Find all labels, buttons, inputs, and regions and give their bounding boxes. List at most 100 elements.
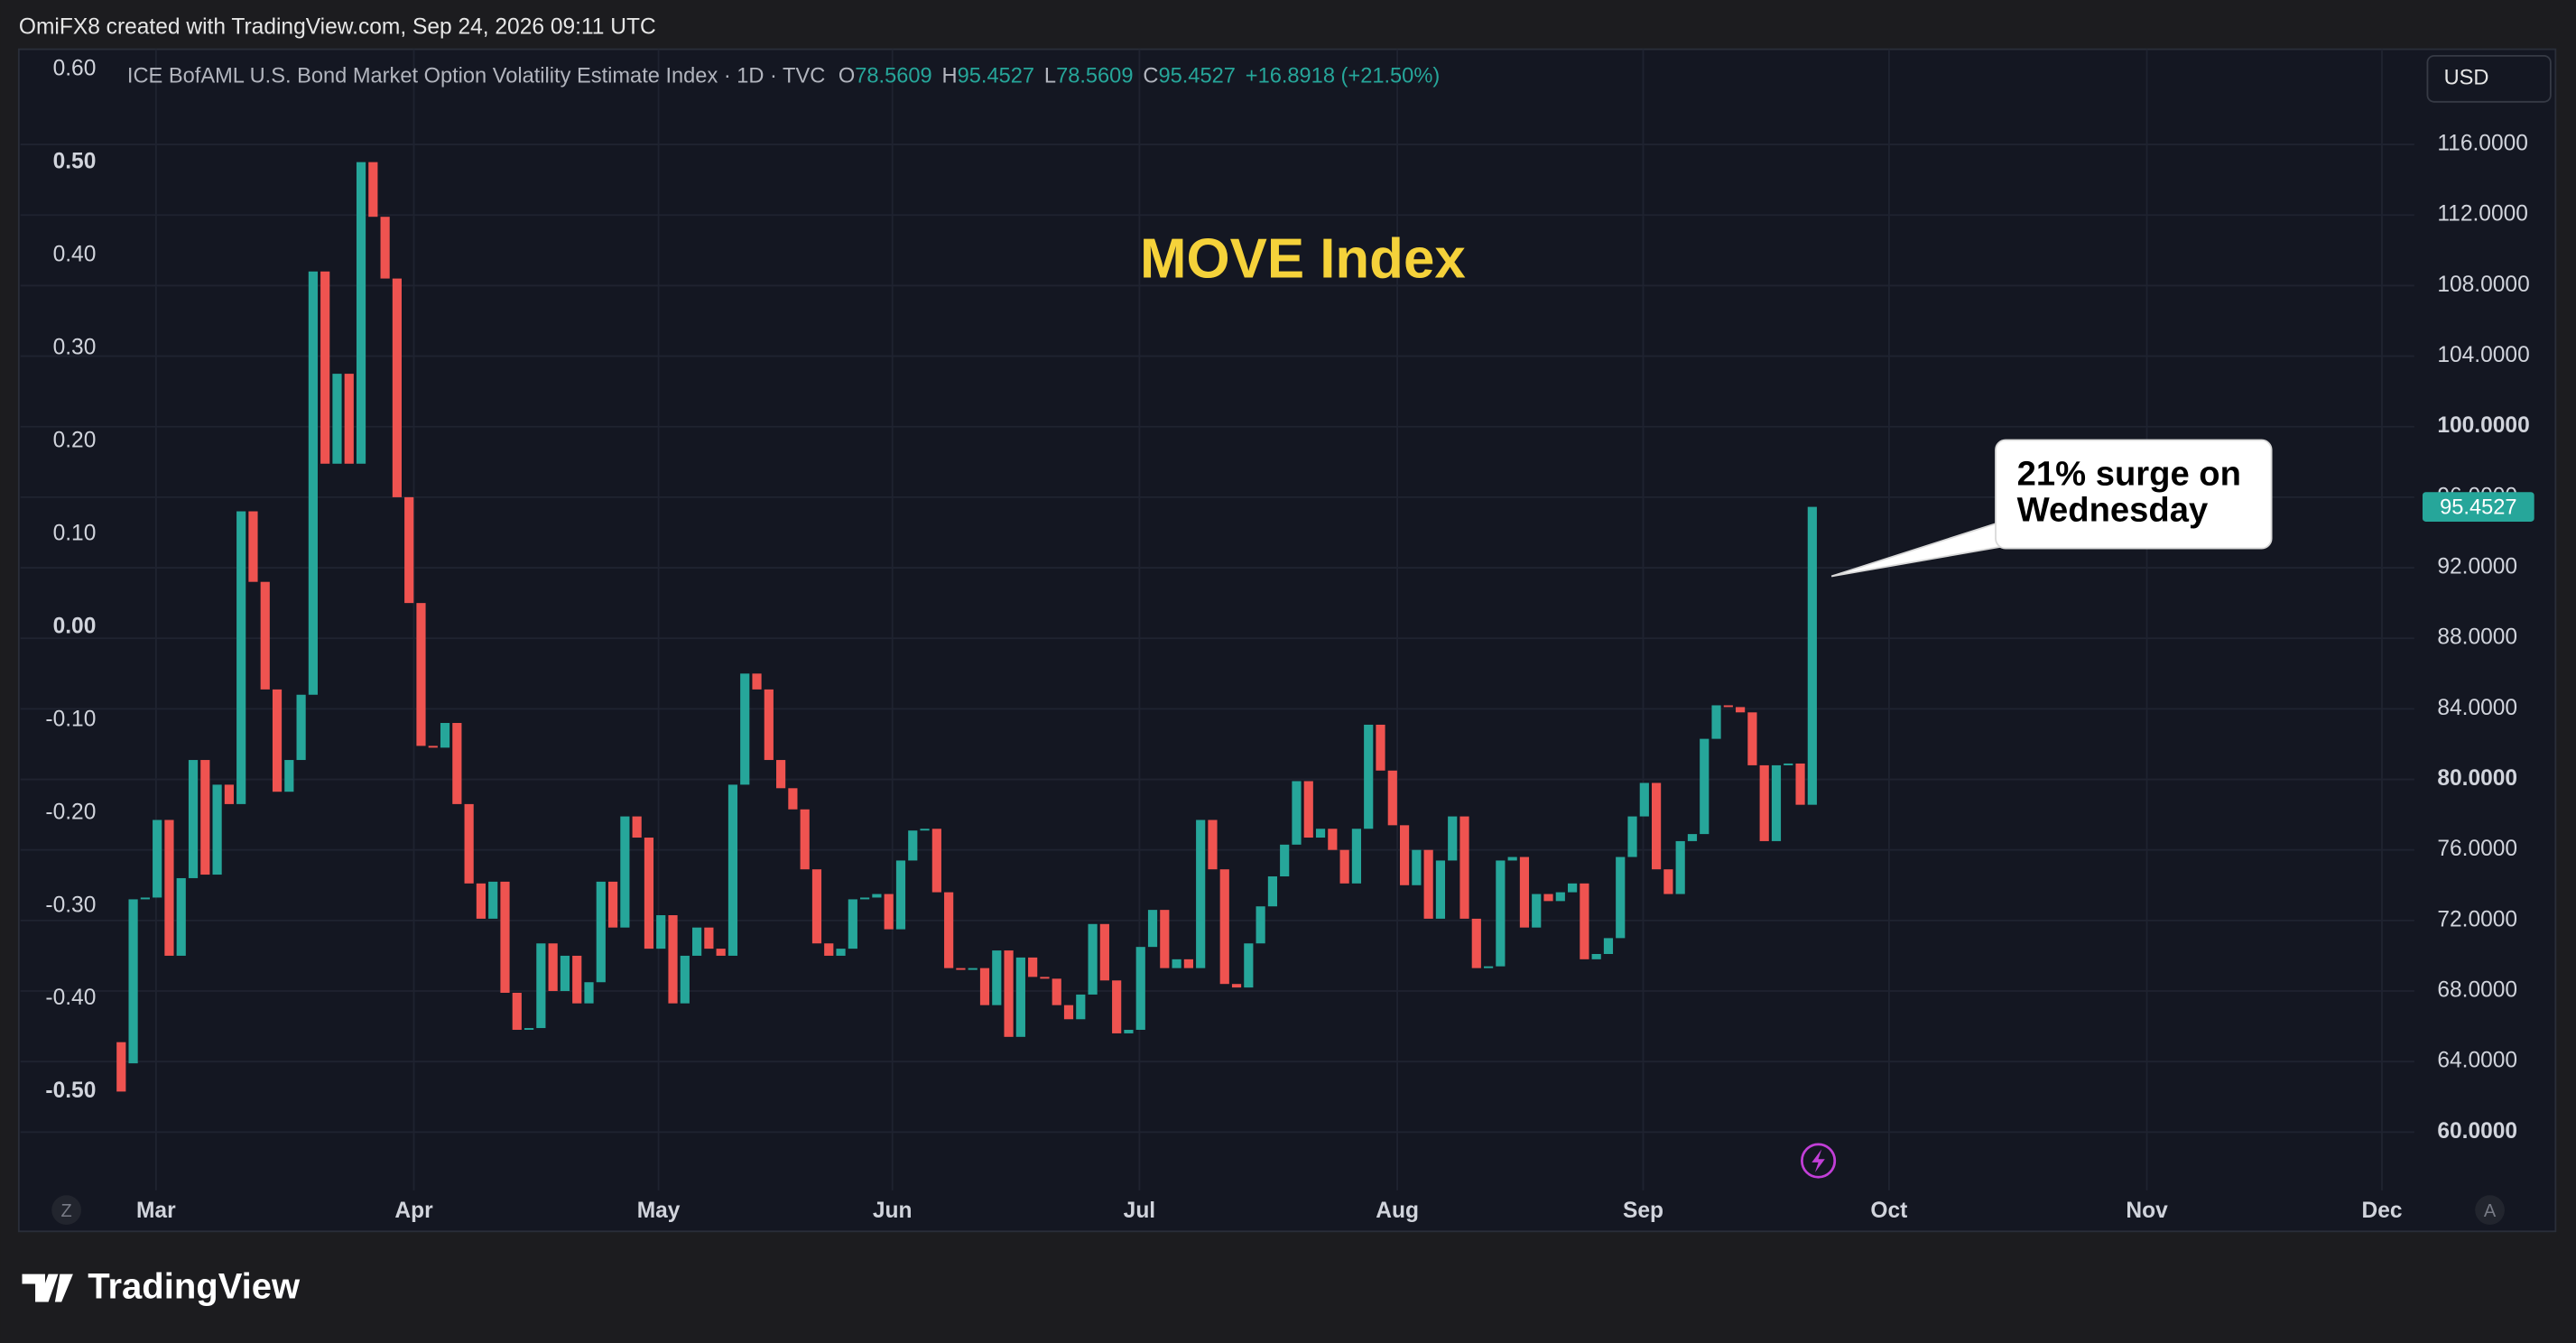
candle-body xyxy=(908,830,918,861)
y-tick-label: 60.0000 xyxy=(2437,1119,2517,1144)
logo-icon xyxy=(22,1274,73,1302)
chart-panel xyxy=(17,48,2557,1233)
candle-body xyxy=(1256,906,1265,944)
y-tick-label: 104.0000 xyxy=(2437,343,2529,367)
ohlc-label: L xyxy=(1044,65,1056,88)
candle-body xyxy=(1351,829,1362,884)
candle-body xyxy=(128,899,138,1064)
candle-body xyxy=(1328,829,1338,850)
candle-body xyxy=(1412,849,1422,885)
annotation: Wednesday xyxy=(2017,491,2209,530)
y2-tick-label: -0.30 xyxy=(45,893,96,917)
ohlc-value: 78.5609 xyxy=(855,65,931,88)
candle-body xyxy=(464,803,474,884)
y2-tick-label: -0.50 xyxy=(45,1079,96,1103)
candle-body xyxy=(895,860,906,930)
candle-body xyxy=(1627,816,1637,857)
y-tick-label: 72.0000 xyxy=(2437,907,2517,931)
candle-body xyxy=(380,217,390,279)
candle-body xyxy=(428,746,438,748)
candle-body xyxy=(1244,943,1254,988)
candle-body xyxy=(992,950,1002,1005)
candle-body xyxy=(872,894,882,898)
candle-body xyxy=(452,723,462,804)
currency-box[interactable] xyxy=(2426,54,2552,103)
candle-body xyxy=(1376,724,1385,771)
scale-button-label[interactable]: A xyxy=(2484,1201,2497,1221)
candle-body xyxy=(692,927,702,956)
x-tick-label: Dec xyxy=(2361,1199,2402,1223)
candle-body xyxy=(1747,712,1757,765)
change: +16.8918 (+21.50%) xyxy=(1246,65,1440,88)
candle-body xyxy=(884,894,894,930)
event-icon[interactable] xyxy=(1801,1143,1837,1179)
candle-body xyxy=(1267,876,1277,907)
candle-body xyxy=(1603,938,1614,954)
x-tick-label: Mar xyxy=(136,1199,176,1223)
price-label: 95.4527 xyxy=(2440,496,2516,520)
y-tick-label: 76.0000 xyxy=(2437,837,2517,861)
candle-body xyxy=(716,949,726,956)
candle-body xyxy=(1519,857,1530,928)
x-tick-label: May xyxy=(637,1199,681,1223)
candle-body xyxy=(188,760,199,878)
candle-body xyxy=(968,968,978,970)
candle-body xyxy=(956,968,966,970)
candle-body xyxy=(1339,849,1349,884)
candle-body xyxy=(1580,883,1589,959)
candle-body xyxy=(1567,883,1578,893)
candle-body xyxy=(1423,849,1433,919)
annotation: 21% surge on xyxy=(2017,455,2241,494)
y-tick-label: 100.0000 xyxy=(2437,413,2529,438)
candle-body xyxy=(1483,966,1494,968)
candle-body xyxy=(1807,506,1817,805)
candle-body xyxy=(1448,816,1458,861)
candle-body xyxy=(1700,738,1710,835)
x-tick-label: Sep xyxy=(1623,1199,1663,1223)
candle-body xyxy=(212,784,222,875)
scale-button[interactable] xyxy=(2475,1195,2505,1226)
scale-button[interactable] xyxy=(51,1195,81,1226)
candle-body xyxy=(476,883,486,919)
candle-body xyxy=(1759,764,1769,841)
y2-tick-label: 0.60 xyxy=(53,57,97,81)
y-tick-label: 84.0000 xyxy=(2437,696,2517,720)
candle-body xyxy=(1687,834,1698,841)
x-tick-label: Nov xyxy=(2126,1199,2168,1223)
currency[interactable]: USD xyxy=(2444,67,2489,90)
y-tick-label: 116.0000 xyxy=(2437,132,2528,156)
candle-body xyxy=(800,809,810,870)
candle-body xyxy=(332,374,342,464)
candle-body xyxy=(1292,781,1302,845)
candle-body xyxy=(1280,844,1290,877)
x-tick-label: Jul xyxy=(1124,1199,1155,1223)
candle-body xyxy=(1147,910,1158,948)
candle-body xyxy=(740,673,750,785)
candle-body xyxy=(1675,840,1685,894)
candle-body xyxy=(1591,953,1601,959)
y-tick-label: 68.0000 xyxy=(2437,978,2517,1003)
candle-body xyxy=(1639,783,1649,817)
labels: Mar Apr May Jun Jul Aug Sep Oct Nov Dec 60.0000 64.… xyxy=(45,57,2534,1223)
candle-body xyxy=(392,278,403,497)
candle-body xyxy=(1183,959,1193,968)
candle-body xyxy=(1459,816,1469,919)
candle-body xyxy=(236,511,246,804)
candle-body xyxy=(320,271,330,464)
candle-body xyxy=(656,914,666,949)
candle-body xyxy=(811,869,822,944)
candle-body xyxy=(860,897,870,900)
candles xyxy=(116,162,1817,1092)
scale-button-label[interactable]: Z xyxy=(61,1201,72,1221)
candle-body xyxy=(524,1028,534,1031)
y2-tick-label: 0.00 xyxy=(53,614,97,638)
candle-body xyxy=(560,955,570,992)
event-bolt xyxy=(1812,1149,1825,1172)
credit: OmiFX8 created with TradingView.com, Sep… xyxy=(19,14,656,39)
candle-body xyxy=(500,881,510,993)
candle-body xyxy=(1160,910,1170,968)
candle-body xyxy=(1387,770,1397,826)
candle-body xyxy=(1771,764,1782,841)
candle-body xyxy=(1028,957,1038,977)
